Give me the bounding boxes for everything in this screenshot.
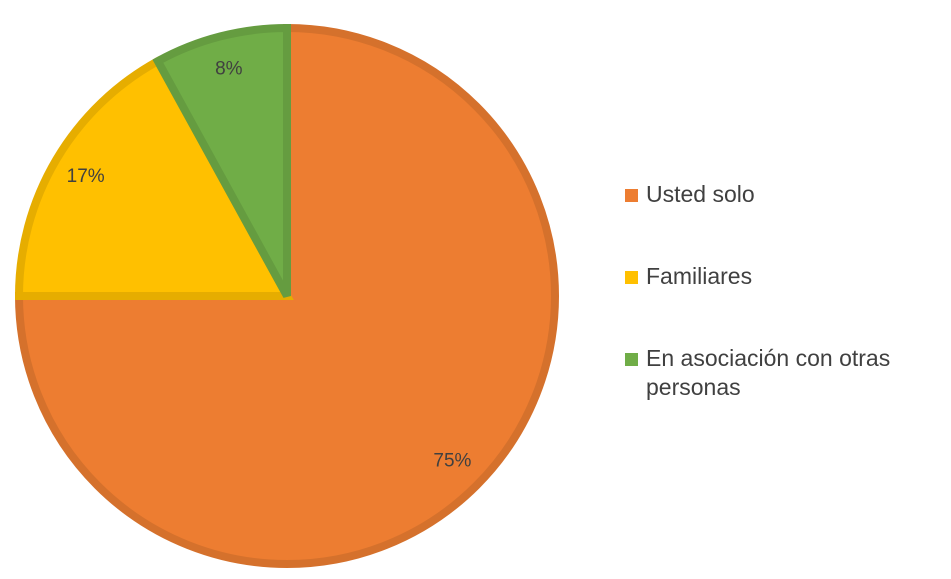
legend-label: Usted solo [646,181,755,207]
legend: Usted solo Familiares En asociación con ot… [625,180,945,455]
legend-swatch [625,353,638,366]
data-label: 75% [433,450,471,471]
legend-label: En asociación con otras personas [646,345,891,400]
chart: 75% 17% 8% [14,23,559,568]
legend-item: Usted solo [625,180,945,209]
legend-item: Familiares [625,262,945,291]
legend-label: Familiares [646,263,753,289]
pie-slice [14,55,294,300]
legend-swatch [625,271,638,284]
data-label: 17% [67,166,105,187]
data-label: 8% [215,58,243,79]
pie-slice [152,23,291,298]
legend-swatch [625,189,638,202]
legend-item: En asociación con otras personas [625,344,945,402]
